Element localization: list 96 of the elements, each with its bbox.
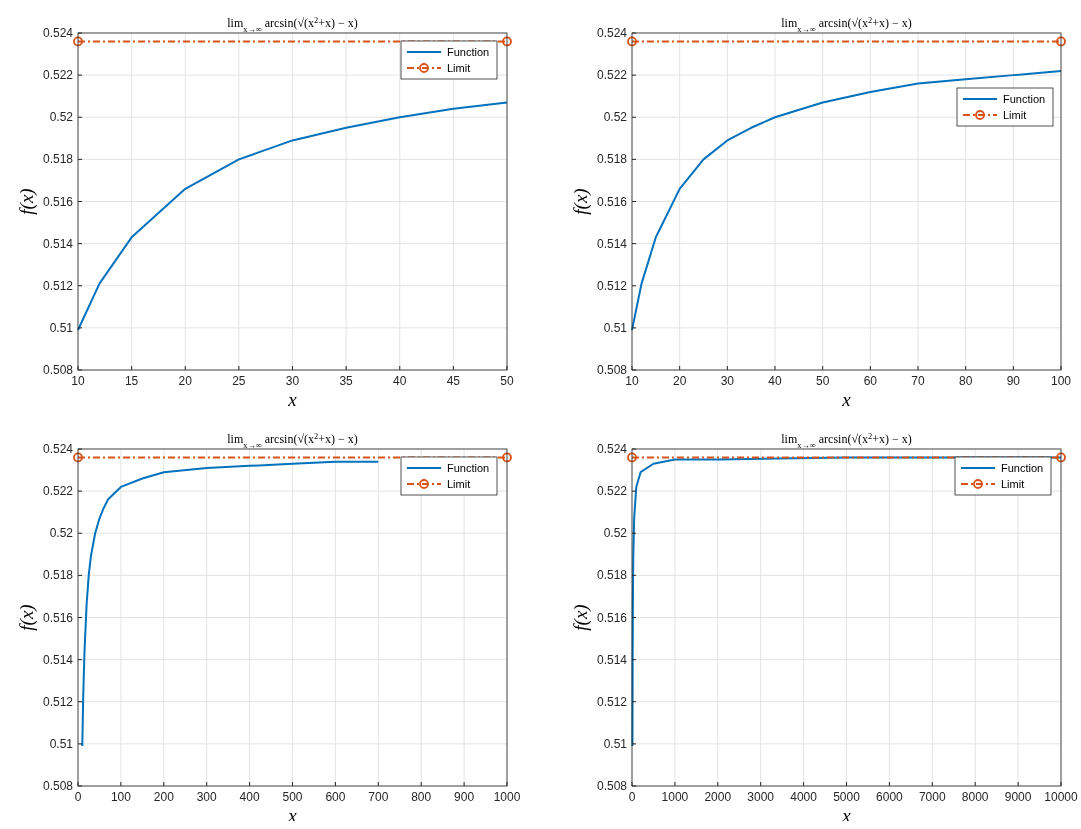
x-tick-label: 50 bbox=[500, 374, 514, 388]
chart-title: lim$_{x→∞}$ arcsin(√(x$^{2}$+x) − x) bbox=[781, 431, 912, 450]
y-tick-label: 0.514 bbox=[596, 236, 628, 251]
y-tick-label: 0.52 bbox=[49, 110, 74, 125]
y-tick-label: 0.52 bbox=[603, 110, 628, 125]
y-tick-label: 0.51 bbox=[603, 320, 628, 335]
y-axis-title: f(x) bbox=[570, 604, 592, 631]
y-tick-label: 0.512 bbox=[596, 694, 628, 709]
y-tick-label: 0.524 bbox=[42, 26, 74, 40]
x-tick-label: 70 bbox=[911, 374, 925, 388]
y-axis-title: f(x) bbox=[16, 188, 38, 215]
y-tick-label: 0.52 bbox=[49, 526, 74, 541]
y-tick-label: 0.508 bbox=[42, 363, 74, 377]
x-tick-label: 800 bbox=[411, 790, 432, 804]
x-axis-title: x bbox=[287, 389, 298, 410]
x-tick-label: 20 bbox=[672, 374, 687, 388]
legend-label: Limit bbox=[1001, 478, 1025, 490]
legend-label: Limit bbox=[447, 62, 471, 74]
x-tick-label: 50 bbox=[815, 374, 830, 388]
y-tick-label: 0.518 bbox=[42, 152, 74, 167]
x-tick-label: 6000 bbox=[876, 790, 904, 804]
legend-label: Function bbox=[447, 462, 490, 474]
x-tick-label: 300 bbox=[196, 790, 218, 804]
y-tick-label: 0.524 bbox=[596, 26, 628, 40]
x-tick-label: 3000 bbox=[747, 790, 775, 804]
chart-title: lim$_{x→∞}$ arcsin(√(x$^{2}$+x) − x) bbox=[227, 15, 358, 34]
chart-title: lim$_{x→∞}$ arcsin(√(x$^{2}$+x) − x) bbox=[781, 15, 912, 34]
y-tick-label: 0.522 bbox=[42, 68, 74, 83]
y-tick-label: 0.52 bbox=[603, 526, 628, 541]
y-tick-label: 0.518 bbox=[42, 568, 74, 583]
y-tick-label: 0.508 bbox=[596, 363, 628, 377]
x-tick-label: 2000 bbox=[704, 790, 732, 804]
x-tick-label: 25 bbox=[232, 374, 246, 388]
y-tick-label: 0.512 bbox=[596, 278, 628, 293]
x-tick-label: 10 bbox=[71, 374, 85, 388]
y-tick-label: 0.518 bbox=[596, 568, 628, 583]
line-series bbox=[81, 460, 380, 747]
x-tick-label: 900 bbox=[454, 790, 475, 804]
x-tick-label: 700 bbox=[368, 790, 389, 804]
x-tick-label: 7000 bbox=[918, 790, 946, 804]
x-tick-label: 100 bbox=[110, 790, 132, 804]
x-tick-label: 200 bbox=[153, 790, 175, 804]
y-tick-label: 0.512 bbox=[42, 694, 74, 709]
y-tick-label: 0.514 bbox=[596, 652, 628, 667]
x-tick-label: 10 bbox=[625, 374, 639, 388]
x-tick-label: 30 bbox=[720, 374, 735, 388]
x-tick-label: 80 bbox=[958, 374, 973, 388]
legend-label: Function bbox=[447, 46, 490, 58]
x-tick-label: 20 bbox=[178, 374, 193, 388]
x-tick-label: 40 bbox=[768, 374, 782, 388]
x-tick-label: 8000 bbox=[961, 790, 989, 804]
y-axis-title: f(x) bbox=[16, 604, 38, 631]
x-tick-label: 35 bbox=[339, 374, 354, 388]
x-tick-label: 9000 bbox=[1004, 790, 1032, 804]
y-tick-label: 0.518 bbox=[596, 152, 628, 167]
y-tick-label: 0.522 bbox=[596, 484, 628, 499]
x-tick-label: 15 bbox=[124, 374, 139, 388]
y-tick-label: 0.51 bbox=[603, 736, 628, 751]
y-tick-label: 0.522 bbox=[596, 68, 628, 83]
y-tick-label: 0.508 bbox=[596, 779, 628, 793]
x-tick-label: 1000 bbox=[661, 790, 689, 804]
y-tick-label: 0.516 bbox=[596, 194, 628, 209]
x-axis-title: x bbox=[841, 389, 852, 410]
x-tick-label: 30 bbox=[285, 374, 300, 388]
legend-label: Limit bbox=[447, 478, 471, 490]
x-tick-label: 0 bbox=[628, 790, 636, 804]
y-tick-label: 0.508 bbox=[42, 779, 74, 793]
y-tick-label: 0.514 bbox=[42, 652, 74, 667]
y-axis-title: f(x) bbox=[570, 188, 592, 215]
y-tick-label: 0.512 bbox=[42, 278, 74, 293]
legend-label: Limit bbox=[1003, 109, 1027, 121]
x-tick-label: 0 bbox=[74, 790, 82, 804]
x-tick-label: 5000 bbox=[833, 790, 861, 804]
y-tick-label: 0.516 bbox=[596, 610, 628, 625]
x-tick-label: 4000 bbox=[790, 790, 818, 804]
y-tick-label: 0.516 bbox=[42, 610, 74, 625]
legend-label: Function bbox=[1001, 462, 1044, 474]
y-tick-label: 0.524 bbox=[42, 442, 74, 456]
x-tick-label: 100 bbox=[1050, 374, 1072, 388]
x-tick-label: 60 bbox=[863, 374, 878, 388]
y-tick-label: 0.514 bbox=[42, 236, 74, 251]
y-tick-label: 0.51 bbox=[49, 320, 74, 335]
legend-label: Function bbox=[1003, 93, 1046, 105]
x-tick-label: 90 bbox=[1006, 374, 1021, 388]
x-tick-label: 40 bbox=[393, 374, 407, 388]
y-tick-label: 0.524 bbox=[596, 442, 628, 456]
x-tick-label: 10000 bbox=[1044, 790, 1079, 804]
x-tick-label: 500 bbox=[282, 790, 303, 804]
y-tick-label: 0.522 bbox=[42, 484, 74, 499]
x-tick-label: 400 bbox=[239, 790, 260, 804]
x-tick-label: 600 bbox=[325, 790, 346, 804]
x-tick-label: 1000 bbox=[493, 790, 521, 804]
y-tick-label: 0.51 bbox=[49, 736, 74, 751]
y-tick-label: 0.516 bbox=[42, 194, 74, 209]
x-tick-label: 45 bbox=[446, 374, 461, 388]
chart-title: lim$_{x→∞}$ arcsin(√(x$^{2}$+x) − x) bbox=[227, 431, 358, 450]
